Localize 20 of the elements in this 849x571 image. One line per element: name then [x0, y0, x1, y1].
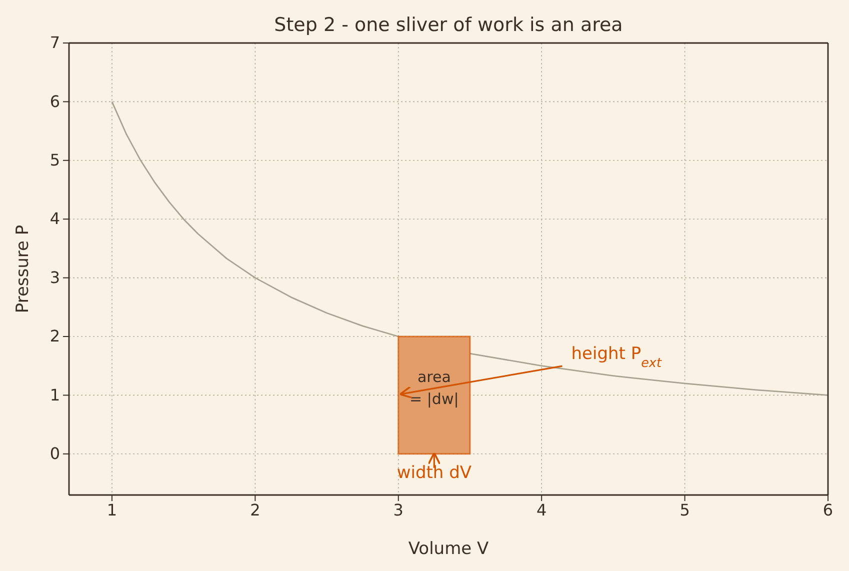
x-tick-label: 2: [250, 500, 260, 520]
y-tick-label: 4: [50, 209, 60, 228]
chart-title: Step 2 - one sliver of work is an area: [274, 14, 623, 36]
y-tick-label: 6: [50, 92, 60, 111]
annotation: area = |dw|: [410, 368, 459, 408]
y-tick-label: 7: [50, 33, 60, 52]
y-tick-label: 3: [50, 268, 60, 287]
y-tick-label: 0: [50, 444, 60, 464]
y-tick-label: 2: [50, 326, 60, 346]
x-tick-label: 1: [106, 500, 118, 520]
x-tick-label: 6: [822, 500, 834, 520]
x-tick-label: 3: [393, 500, 404, 520]
annotation: height P$_{ext}$: [571, 344, 662, 371]
x-tick-label: 5: [680, 500, 690, 520]
y-axis-title: Pressure P: [13, 224, 33, 314]
annotation: width dV: [396, 462, 472, 483]
x-tick-label: 4: [536, 500, 547, 520]
y-tick-label: 1: [50, 385, 60, 404]
x-axis-title: Volume V: [408, 539, 489, 559]
y-tick-label: 5: [50, 150, 60, 170]
